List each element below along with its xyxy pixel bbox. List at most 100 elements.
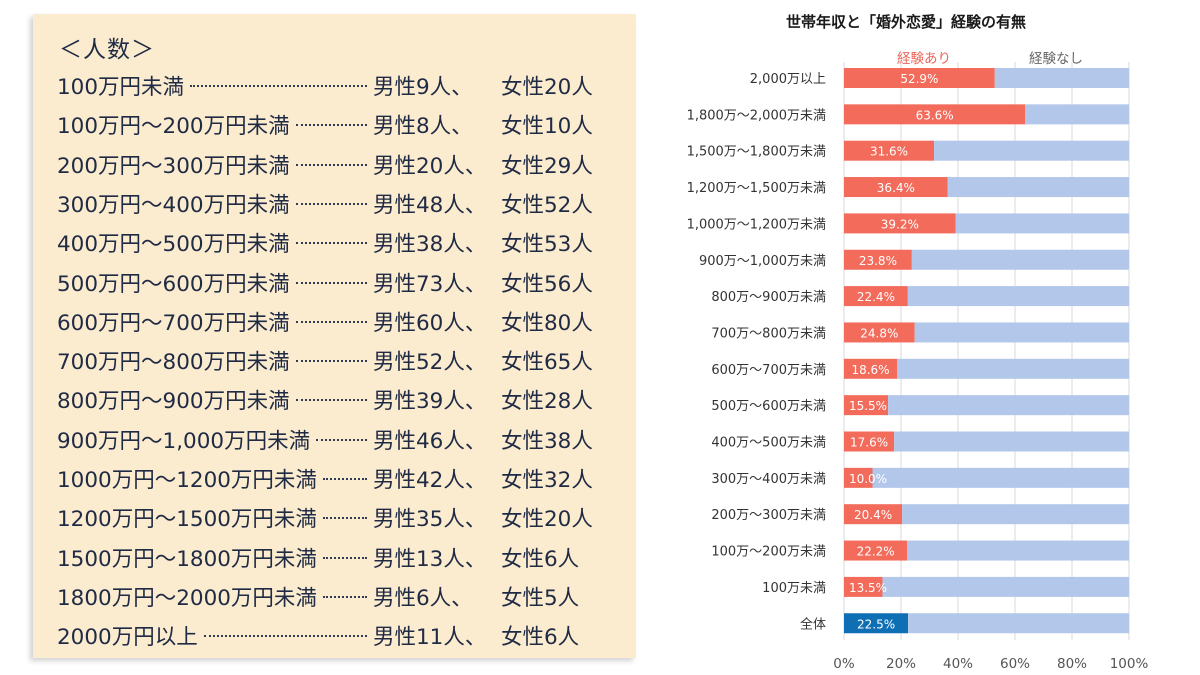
category-label: 全体 [800, 616, 826, 632]
female-count: 女性65人 [501, 350, 593, 376]
category-label: 300万～400万未満 [711, 472, 826, 487]
table-row: 100万円未満 男性9人、 女性20人 [57, 68, 632, 100]
x-tick-label: 20% [886, 656, 916, 672]
female-count: 女性20人 [501, 75, 593, 100]
bar-experience-no [888, 395, 1129, 416]
table-row: 900万円～1,000万円未満 男性46人、 女性38人 [57, 422, 632, 454]
legend-item-experience-yes: 経験あり [897, 51, 951, 67]
income-range: 1800万円～2000万円未満 [57, 585, 317, 611]
bar-experience-yes [844, 286, 908, 307]
leader-dots [295, 281, 367, 284]
female-count: 女性80人 [501, 310, 593, 336]
bar-experience-no [914, 322, 1129, 343]
bar-experience-no [907, 540, 1129, 561]
income-range: 1500万円～1800万円未満 [57, 546, 317, 572]
data-label: 22.2% [857, 545, 895, 559]
income-range: 1200万円～1500万円未満 [57, 507, 317, 533]
table-row: 1000万円～1200万円未満 男性42人、 女性32人 [57, 461, 632, 493]
bar-experience-no [934, 140, 1129, 161]
male-count: 男性73人、 [373, 271, 487, 297]
bar-experience-yes [844, 467, 873, 488]
income-range: 600万円～700万円未満 [57, 310, 290, 336]
income-range: 1000万円～1200万円未満 [57, 468, 317, 493]
bar-experience-yes [844, 104, 1026, 125]
bar-experience-yes [844, 322, 915, 343]
bar-experience-no [1025, 104, 1129, 125]
table-row: 800万円～900万円未満 男性39人、 女性28人 [57, 382, 632, 414]
table-row: 1200万円～1500万円未満 男性35人、 女性20人 [57, 500, 632, 532]
income-range: 400万円～500万円未満 [57, 232, 290, 258]
category-label: 1,200万～1,500万未満 [687, 181, 826, 196]
female-count: 女性28人 [501, 389, 593, 415]
leader-dots [295, 242, 367, 245]
male-count: 男性38人、 [373, 232, 487, 258]
category-label: 800万～900万未満 [711, 290, 826, 305]
category-label: 1,000万～1,200万未満 [687, 217, 826, 232]
bar-experience-no [911, 249, 1129, 270]
leader-dots [295, 320, 367, 323]
income-range: 800万円～900万円未満 [57, 389, 290, 415]
female-count: 女性56人 [501, 271, 593, 297]
leader-dots [190, 85, 367, 87]
bar-experience-no [907, 286, 1129, 307]
bar-experience-yes [844, 140, 935, 161]
data-label: 13.5% [849, 581, 887, 595]
x-tick-label: 60% [1000, 656, 1030, 672]
male-count: 男性52人、 [373, 350, 487, 376]
data-label: 36.4% [877, 181, 915, 195]
leader-dots [322, 478, 367, 480]
table-row: 400万円～500万円未満 男性38人、 女性53人 [57, 225, 632, 257]
male-count: 男性8人、 [373, 114, 473, 140]
table-row: 200万円～300万円未満 男性20人、 女性29人 [57, 147, 632, 179]
data-label: 23.8% [859, 254, 897, 268]
category-label: 400万～500万未満 [711, 436, 826, 451]
bar-experience-yes [844, 613, 909, 634]
male-count: 男性13人、 [373, 546, 487, 572]
data-label: 63.6% [916, 108, 954, 122]
female-count: 女性10人 [501, 114, 593, 140]
female-count: 女性29人 [501, 153, 593, 179]
category-label: 900万～1,000万未満 [699, 254, 826, 269]
male-count: 男性60人、 [373, 310, 487, 336]
category-label: 500万～600万未満 [711, 399, 826, 414]
leader-dots [295, 399, 367, 402]
male-count: 男性20人、 [373, 153, 487, 179]
table-row: 600万円～700万円未満 男性60人、 女性80人 [57, 304, 632, 336]
income-range: 200万円～300万円未満 [57, 153, 290, 179]
table-row: 500万円～600万円未満 男性73人、 女性56人 [57, 265, 632, 297]
income-range: 700万円～800万円未満 [57, 350, 290, 376]
leader-dots [295, 124, 367, 127]
bar-experience-yes [844, 540, 908, 561]
leader-dots [295, 202, 367, 205]
bar-experience-yes [844, 395, 889, 416]
bar-experience-no [882, 576, 1129, 597]
data-label: 22.4% [857, 290, 895, 304]
data-label: 20.4% [854, 508, 892, 522]
female-count: 女性5人 [501, 585, 580, 611]
category-label: 700万～800万未満 [711, 326, 826, 341]
female-count: 女性53人 [501, 232, 593, 258]
male-count: 男性48人、 [373, 192, 487, 218]
category-label: 200万～300万未満 [711, 508, 826, 523]
table-title: ＜人数＞ [59, 37, 155, 63]
bar-experience-yes [844, 68, 995, 88]
leader-dots [295, 360, 367, 363]
x-tick-label: 80% [1057, 656, 1087, 672]
category-label: 2,000万以上 [750, 72, 826, 87]
leader-dots [316, 438, 367, 441]
table-row: 1500万円～1800万円未満 男性13人、 女性6人 [57, 540, 632, 572]
bar-experience-no [947, 177, 1129, 198]
bar-experience-no [872, 467, 1129, 488]
data-label: 22.5% [857, 617, 895, 631]
table-row: 2000万円以上 男性11人、 女性6人 [57, 618, 632, 650]
bar-experience-yes [844, 576, 883, 597]
bar-experience-no [897, 358, 1129, 379]
bar-experience-yes [844, 431, 895, 452]
leader-dots [295, 163, 367, 166]
bar-experience-no [994, 68, 1129, 88]
female-count: 女性6人 [501, 625, 580, 651]
bar-experience-no [894, 431, 1129, 452]
x-tick-label: 0% [833, 656, 855, 672]
income-range: 100万円～200万円未満 [57, 114, 290, 140]
female-count: 女性52人 [501, 192, 593, 218]
